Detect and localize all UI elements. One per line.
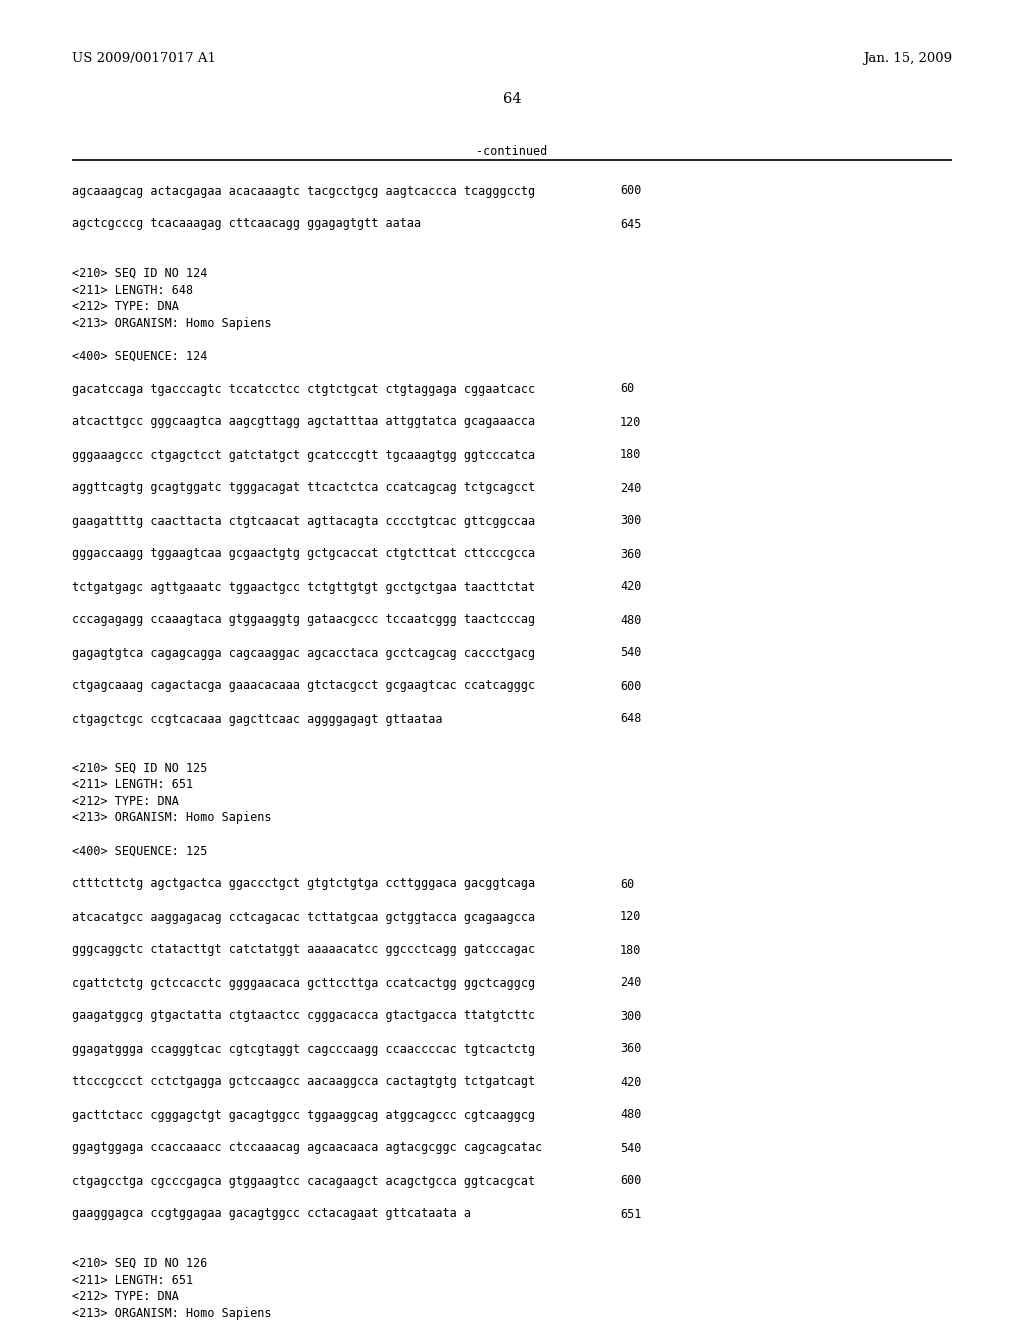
Text: US 2009/0017017 A1: US 2009/0017017 A1 [72, 51, 216, 65]
Text: 120: 120 [620, 416, 641, 429]
Text: 648: 648 [620, 713, 641, 726]
Text: gggaaagccc ctgagctcct gatctatgct gcatcccgtt tgcaaagtgg ggtcccatca: gggaaagccc ctgagctcct gatctatgct gcatccc… [72, 449, 536, 462]
Text: ggagtggaga ccaccaaacc ctccaaacag agcaacaaca agtacgcggc cagcagcatac: ggagtggaga ccaccaaacc ctccaaacag agcaaca… [72, 1142, 543, 1155]
Text: -continued: -continued [476, 145, 548, 158]
Text: gaagatggcg gtgactatta ctgtaactcc cgggacacca gtactgacca ttatgtcttc: gaagatggcg gtgactatta ctgtaactcc cgggaca… [72, 1010, 536, 1023]
Text: 240: 240 [620, 482, 641, 495]
Text: <400> SEQUENCE: 124: <400> SEQUENCE: 124 [72, 350, 208, 363]
Text: <212> TYPE: DNA: <212> TYPE: DNA [72, 1290, 179, 1303]
Text: <213> ORGANISM: Homo Sapiens: <213> ORGANISM: Homo Sapiens [72, 812, 271, 825]
Text: <400> SEQUENCE: 125: <400> SEQUENCE: 125 [72, 845, 208, 858]
Text: 180: 180 [620, 944, 641, 957]
Text: 645: 645 [620, 218, 641, 231]
Text: 540: 540 [620, 1142, 641, 1155]
Text: <211> LENGTH: 651: <211> LENGTH: 651 [72, 779, 194, 792]
Text: 120: 120 [620, 911, 641, 924]
Text: 420: 420 [620, 581, 641, 594]
Text: ttcccgccct cctctgagga gctccaagcc aacaaggcca cactagtgtg tctgatcagt: ttcccgccct cctctgagga gctccaagcc aacaagg… [72, 1076, 536, 1089]
Text: cgattctctg gctccacctc ggggaacaca gcttccttga ccatcactgg ggctcaggcg: cgattctctg gctccacctc ggggaacaca gcttcct… [72, 977, 536, 990]
Text: gacatccaga tgacccagtc tccatcctcc ctgtctgcat ctgtaggaga cggaatcacc: gacatccaga tgacccagtc tccatcctcc ctgtctg… [72, 383, 536, 396]
Text: agcaaagcag actacgagaa acacaaagtc tacgcctgcg aagtcaccca tcagggcctg: agcaaagcag actacgagaa acacaaagtc tacgcct… [72, 185, 536, 198]
Text: 60: 60 [620, 878, 634, 891]
Text: 600: 600 [620, 680, 641, 693]
Text: <212> TYPE: DNA: <212> TYPE: DNA [72, 795, 179, 808]
Text: 540: 540 [620, 647, 641, 660]
Text: <211> LENGTH: 651: <211> LENGTH: 651 [72, 1274, 194, 1287]
Text: ctgagctcgc ccgtcacaaa gagcttcaac aggggagagt gttaataa: ctgagctcgc ccgtcacaaa gagcttcaac aggggag… [72, 713, 442, 726]
Text: gggaccaagg tggaagtcaa gcgaactgtg gctgcaccat ctgtcttcat cttcccgcca: gggaccaagg tggaagtcaa gcgaactgtg gctgcac… [72, 548, 536, 561]
Text: 480: 480 [620, 1109, 641, 1122]
Text: tctgatgagc agttgaaatc tggaactgcc tctgttgtgt gcctgctgaa taacttctat: tctgatgagc agttgaaatc tggaactgcc tctgttg… [72, 581, 536, 594]
Text: 180: 180 [620, 449, 641, 462]
Text: <210> SEQ ID NO 124: <210> SEQ ID NO 124 [72, 267, 208, 280]
Text: gaagggagca ccgtggagaa gacagtggcc cctacagaat gttcataata a: gaagggagca ccgtggagaa gacagtggcc cctacag… [72, 1208, 471, 1221]
Text: gaagattttg caacttacta ctgtcaacat agttacagta cccctgtcac gttcggccaa: gaagattttg caacttacta ctgtcaacat agttaca… [72, 515, 536, 528]
Text: 240: 240 [620, 977, 641, 990]
Text: 360: 360 [620, 1043, 641, 1056]
Text: cccagagagg ccaaagtaca gtggaaggtg gataacgccc tccaatcggg taactcccag: cccagagagg ccaaagtaca gtggaaggtg gataacg… [72, 614, 536, 627]
Text: gacttctacc cgggagctgt gacagtggcc tggaaggcag atggcagccc cgtcaaggcg: gacttctacc cgggagctgt gacagtggcc tggaagg… [72, 1109, 536, 1122]
Text: <211> LENGTH: 648: <211> LENGTH: 648 [72, 284, 194, 297]
Text: <213> ORGANISM: Homo Sapiens: <213> ORGANISM: Homo Sapiens [72, 1307, 271, 1320]
Text: 300: 300 [620, 1010, 641, 1023]
Text: 651: 651 [620, 1208, 641, 1221]
Text: 60: 60 [620, 383, 634, 396]
Text: ctttcttctg agctgactca ggaccctgct gtgtctgtga ccttgggaca gacggtcaga: ctttcttctg agctgactca ggaccctgct gtgtctg… [72, 878, 536, 891]
Text: 600: 600 [620, 1175, 641, 1188]
Text: ggagatggga ccagggtcac cgtcgtaggt cagcccaagg ccaaccccac tgtcactctg: ggagatggga ccagggtcac cgtcgtaggt cagccca… [72, 1043, 536, 1056]
Text: 480: 480 [620, 614, 641, 627]
Text: atcacttgcc gggcaagtca aagcgttagg agctatttaa attggtatca gcagaaacca: atcacttgcc gggcaagtca aagcgttagg agctatt… [72, 416, 536, 429]
Text: 300: 300 [620, 515, 641, 528]
Text: 600: 600 [620, 185, 641, 198]
Text: 64: 64 [503, 92, 521, 106]
Text: gagagtgtca cagagcagga cagcaaggac agcacctaca gcctcagcag caccctgacg: gagagtgtca cagagcagga cagcaaggac agcacct… [72, 647, 536, 660]
Text: <210> SEQ ID NO 125: <210> SEQ ID NO 125 [72, 762, 208, 775]
Text: agctcgcccg tcacaaagag cttcaacagg ggagagtgtt aataa: agctcgcccg tcacaaagag cttcaacagg ggagagt… [72, 218, 421, 231]
Text: 360: 360 [620, 548, 641, 561]
Text: ctgagcctga cgcccgagca gtggaagtcc cacagaagct acagctgcca ggtcacgcat: ctgagcctga cgcccgagca gtggaagtcc cacagaa… [72, 1175, 536, 1188]
Text: Jan. 15, 2009: Jan. 15, 2009 [863, 51, 952, 65]
Text: <210> SEQ ID NO 126: <210> SEQ ID NO 126 [72, 1257, 208, 1270]
Text: 420: 420 [620, 1076, 641, 1089]
Text: gggcaggctc ctatacttgt catctatggt aaaaacatcc ggccctcagg gatcccagac: gggcaggctc ctatacttgt catctatggt aaaaaca… [72, 944, 536, 957]
Text: ctgagcaaag cagactacga gaaacacaaa gtctacgcct gcgaagtcac ccatcagggc: ctgagcaaag cagactacga gaaacacaaa gtctacg… [72, 680, 536, 693]
Text: <212> TYPE: DNA: <212> TYPE: DNA [72, 300, 179, 313]
Text: aggttcagtg gcagtggatc tgggacagat ttcactctca ccatcagcag tctgcagcct: aggttcagtg gcagtggatc tgggacagat ttcactc… [72, 482, 536, 495]
Text: atcacatgcc aaggagacag cctcagacac tcttatgcaa gctggtacca gcagaagcca: atcacatgcc aaggagacag cctcagacac tcttatg… [72, 911, 536, 924]
Text: <213> ORGANISM: Homo Sapiens: <213> ORGANISM: Homo Sapiens [72, 317, 271, 330]
